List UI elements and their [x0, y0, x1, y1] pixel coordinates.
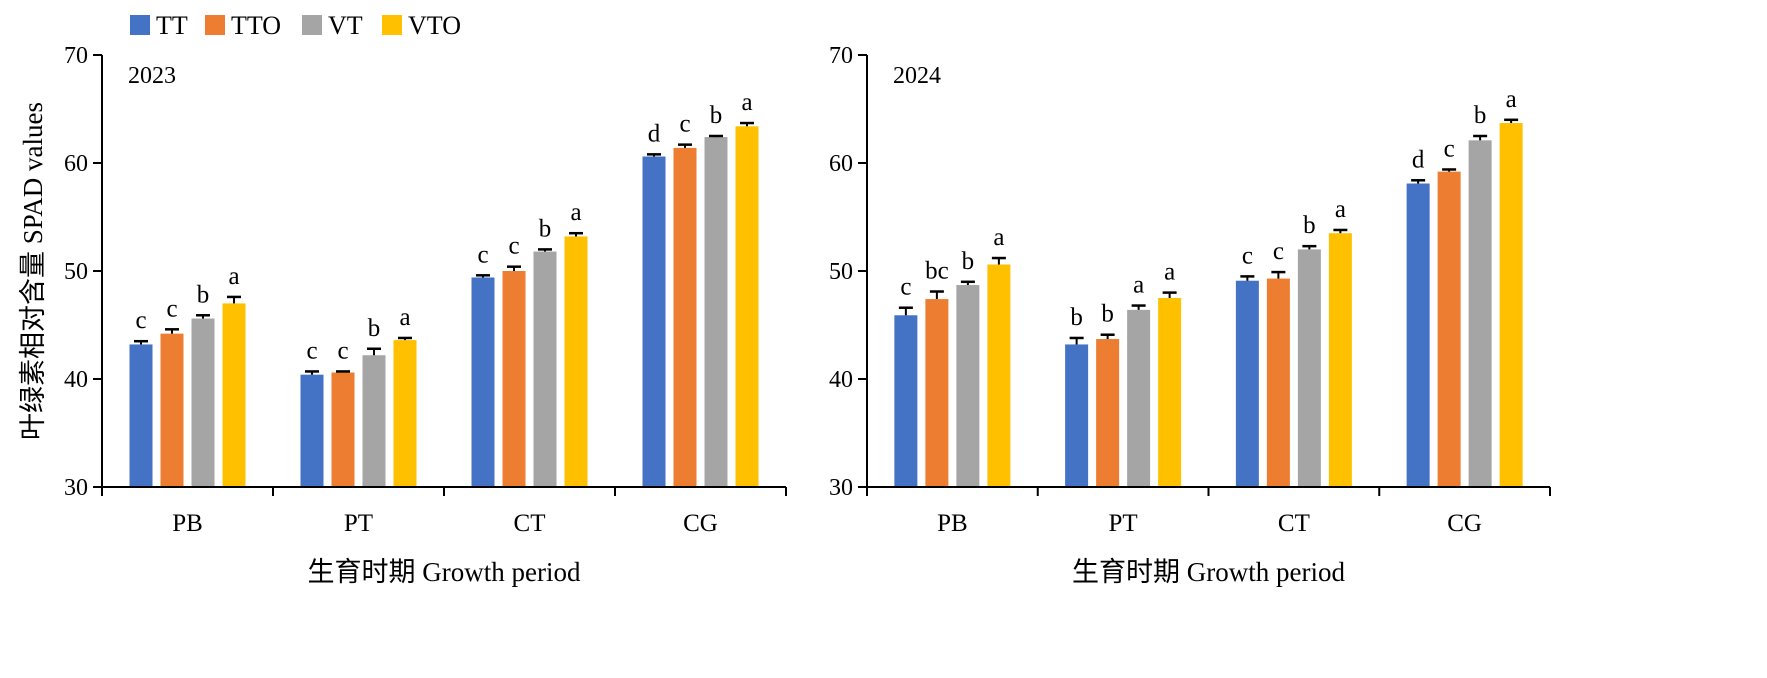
significance-letter: c	[508, 233, 519, 260]
legend-label-tt: TT	[156, 11, 188, 40]
x-axis-title: 生育时期 Growth period	[308, 557, 581, 587]
significance-letter: b	[1070, 304, 1083, 331]
bar-tt-pb	[129, 344, 153, 487]
significance-letter: a	[993, 224, 1004, 251]
panel-year-label: 2023	[128, 63, 176, 89]
bar-tt-pt	[300, 374, 324, 487]
bar-tto-pb	[160, 333, 184, 487]
significance-letter: c	[1444, 135, 1455, 162]
x-tick-label-pb: PB	[937, 510, 968, 537]
legend-label-vt: VT	[328, 11, 363, 40]
significance-letter: a	[1335, 196, 1346, 223]
bar-vt-pb	[956, 285, 980, 487]
bar-vt-ct	[1297, 249, 1321, 487]
y-tick-label: 30	[64, 475, 88, 501]
y-tick-label: 70	[64, 43, 88, 69]
bar-tto-pb	[925, 299, 949, 487]
bar-vt-pt	[362, 355, 386, 487]
significance-letter: d	[1412, 146, 1425, 173]
bar-vto-cg	[1499, 123, 1523, 487]
x-tick-label-cg: CG	[1447, 510, 1482, 537]
bar-tto-pt	[1096, 339, 1120, 487]
significance-letter: a	[1164, 259, 1175, 286]
bar-tt-ct	[1235, 280, 1259, 487]
bar-tt-pt	[1065, 344, 1089, 487]
legend-swatch-vto	[382, 15, 402, 35]
significance-letter: c	[1242, 242, 1253, 269]
bar-vt-pb	[191, 318, 215, 487]
legend-swatch-tt	[130, 15, 150, 35]
significance-letter: c	[166, 295, 177, 322]
legend-label-tto: TTO	[231, 11, 281, 40]
significance-letter: c	[306, 337, 317, 364]
significance-letter: b	[368, 315, 381, 342]
y-tick-label: 50	[64, 259, 88, 285]
significance-letter: b	[710, 102, 723, 129]
bar-tto-ct	[1266, 278, 1290, 487]
significance-letter: a	[570, 199, 581, 226]
significance-letter: a	[228, 263, 239, 290]
bar-vto-cg	[735, 126, 759, 487]
y-tick-label: 70	[829, 43, 853, 69]
x-tick-label-pt: PT	[344, 510, 373, 537]
significance-letter: b	[1303, 212, 1316, 239]
legend-label-vto: VTO	[408, 11, 461, 40]
significance-letter: c	[135, 307, 146, 334]
bar-vto-pt	[393, 340, 417, 487]
significance-letter: a	[741, 89, 752, 116]
bar-tto-cg	[1437, 171, 1461, 487]
significance-letter: c	[337, 337, 348, 364]
y-tick-label: 40	[64, 367, 88, 393]
bar-tt-pb	[894, 315, 918, 487]
bar-tto-cg	[673, 147, 697, 487]
y-tick-label: 40	[829, 367, 853, 393]
bar-tto-pt	[331, 372, 355, 487]
bar-vt-cg	[1468, 140, 1492, 487]
x-tick-label-pt: PT	[1109, 510, 1138, 537]
significance-letter: c	[900, 274, 911, 301]
significance-letter: a	[399, 304, 410, 331]
significance-letter: b	[1474, 102, 1487, 129]
bar-tt-cg	[642, 156, 666, 487]
bar-vto-ct	[564, 236, 588, 487]
significance-letter: bc	[925, 258, 949, 285]
panel-year-label: 2024	[893, 63, 941, 89]
y-tick-label: 60	[829, 151, 853, 177]
x-tick-label-pb: PB	[172, 510, 203, 537]
bar-vto-pb	[987, 264, 1011, 487]
y-tick-label: 50	[829, 259, 853, 285]
bar-vto-ct	[1328, 233, 1352, 487]
significance-letter: a	[1133, 272, 1144, 299]
significance-letter: b	[197, 281, 210, 308]
x-tick-label-cg: CG	[683, 510, 718, 537]
bar-vto-pb	[222, 303, 246, 487]
x-tick-label-ct: CT	[1278, 510, 1310, 537]
significance-letter: b	[1101, 301, 1114, 328]
significance-letter: c	[477, 241, 488, 268]
y-tick-label: 30	[829, 475, 853, 501]
x-tick-label-ct: CT	[514, 510, 546, 537]
legend-swatch-tto	[205, 15, 225, 35]
x-axis-title: 生育时期 Growth period	[1072, 557, 1345, 587]
bar-tt-ct	[471, 277, 495, 487]
significance-letter: a	[1506, 86, 1517, 113]
legend-swatch-vt	[302, 15, 322, 35]
bar-vto-pt	[1158, 298, 1182, 487]
significance-letter: c	[1273, 238, 1284, 265]
y-tick-label: 60	[64, 151, 88, 177]
significance-letter: b	[539, 215, 552, 242]
significance-letter: b	[962, 248, 975, 275]
y-axis-title: 叶绿素相对含量 SPAD values	[18, 102, 48, 440]
bar-tt-cg	[1406, 183, 1430, 487]
bar-vt-ct	[533, 251, 557, 487]
significance-letter: d	[648, 120, 661, 147]
legend: TT TTO VT VTO	[130, 11, 461, 40]
bar-tto-ct	[502, 271, 526, 487]
significance-letter: c	[679, 111, 690, 138]
bar-vt-cg	[704, 137, 728, 487]
bar-vt-pt	[1127, 309, 1151, 487]
